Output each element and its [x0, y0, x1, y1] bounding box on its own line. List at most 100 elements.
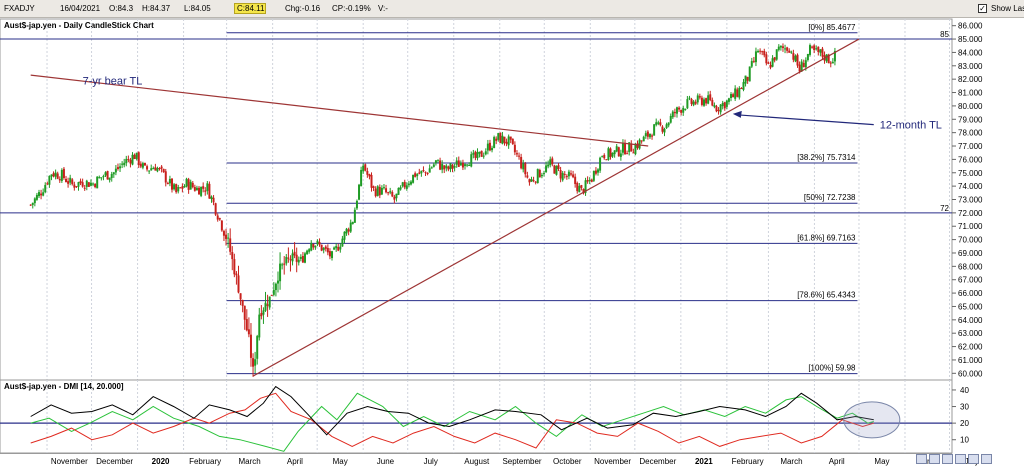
candle-body	[146, 166, 149, 170]
candle-body	[464, 164, 467, 166]
candle-body	[532, 180, 535, 182]
candle-body	[260, 312, 263, 317]
x-tick-label: May	[874, 457, 889, 466]
chart-settings-button[interactable]	[968, 454, 979, 464]
candle-body	[684, 108, 687, 110]
candle-body	[524, 163, 527, 175]
x-tick-label: September	[502, 457, 541, 466]
x-tick-label: April	[287, 457, 303, 466]
fib-level-label: [78.6%] 65.4343	[797, 291, 856, 300]
candle-body	[272, 289, 275, 295]
chart-toolbar: FXADJY 16/04/2021 O:84.3 H:84.37 L:84.05…	[0, 0, 1024, 18]
candle-body	[125, 158, 128, 164]
chart-print-button[interactable]	[981, 454, 992, 464]
candle-body	[366, 170, 369, 175]
candle-body	[599, 157, 602, 171]
open-label: O:84.3	[109, 4, 134, 13]
candle-body	[723, 102, 726, 109]
candle-body	[412, 174, 415, 183]
candle-body	[387, 192, 390, 194]
scroll-right-button[interactable]	[955, 454, 966, 464]
candle-body	[580, 185, 583, 188]
candle-body	[374, 188, 377, 197]
dmi-y-tick-label: 20	[960, 419, 969, 428]
price-panel-frame	[0, 18, 953, 381]
trendline	[253, 38, 860, 377]
candle-body	[430, 167, 433, 169]
candle-body	[35, 194, 38, 200]
candle-body	[572, 174, 575, 178]
y-tick-label: 64.000	[958, 316, 983, 325]
x-tick-label: May	[333, 457, 348, 466]
candle-body	[127, 159, 130, 161]
show-last-checkbox[interactable]: ✓	[978, 4, 987, 13]
y-tick-label: 68.000	[958, 262, 983, 271]
x-tick-label: 2021	[695, 457, 713, 466]
zoom-in-button[interactable]	[916, 454, 927, 464]
candle-body	[345, 228, 348, 234]
candle-body	[220, 220, 223, 231]
zoom-out-button[interactable]	[929, 454, 940, 464]
candle-body	[588, 180, 591, 182]
candle-body	[416, 174, 419, 177]
candle-body	[497, 133, 500, 140]
candle-body	[509, 136, 512, 140]
show-last-label: Show Last	[991, 4, 1024, 13]
candle-body	[222, 231, 225, 236]
candle-body	[478, 151, 481, 154]
candle-body	[362, 165, 365, 172]
candle-body	[208, 183, 211, 199]
candle-body	[183, 185, 186, 188]
candle-body	[96, 176, 99, 189]
chart-canvas: Aust$-jap.yen - Daily CandleStick Chart …	[0, 18, 1024, 467]
change-pct-label: CP:-0.19%	[332, 4, 371, 13]
candle-body	[385, 188, 388, 193]
candle-body	[378, 186, 381, 196]
candle-body	[800, 61, 803, 72]
candle-body	[343, 231, 346, 240]
annotation-label: 12-month TL	[880, 120, 942, 132]
y-tick-label: 73.000	[958, 196, 983, 205]
candle-body	[92, 183, 95, 185]
candle-body	[148, 170, 151, 172]
candle-body	[754, 51, 757, 63]
close-badge	[234, 3, 266, 14]
x-tick-label: August	[464, 457, 490, 466]
candle-body	[763, 50, 766, 56]
candle-body	[85, 180, 88, 187]
candle-body	[266, 304, 269, 306]
candle-body	[765, 54, 768, 64]
candle-body	[87, 182, 90, 187]
candle-body	[538, 169, 541, 178]
fib-level-label: [61.8%] 69.7163	[797, 233, 856, 242]
candle-body	[794, 55, 797, 62]
dmi-y-tick-label: 30	[960, 403, 969, 412]
candle-body	[418, 172, 421, 174]
candle-body	[358, 184, 361, 200]
candle-body	[152, 168, 155, 170]
candle-body	[829, 62, 832, 64]
candle-body	[67, 181, 70, 184]
candle-body	[788, 50, 791, 53]
candle-body	[727, 98, 730, 102]
candle-body	[680, 110, 683, 113]
candle-body	[705, 98, 708, 104]
dmi-y-tick-label: 10	[960, 436, 969, 445]
candle-body	[102, 176, 105, 178]
candle-body	[324, 246, 327, 249]
candle-body	[98, 177, 101, 179]
time-x-axis: November December 2020 February March April Ma…	[0, 453, 979, 466]
candle-body	[119, 166, 122, 169]
candle-body	[54, 172, 57, 177]
candle-body	[297, 259, 300, 263]
candle-body	[719, 104, 722, 113]
scroll-left-button[interactable]	[942, 454, 953, 464]
candle-body	[231, 252, 234, 260]
candle-body	[534, 181, 537, 183]
candle-body	[83, 187, 86, 189]
candle-body	[784, 48, 787, 50]
dmi-highlight-ellipse	[843, 401, 901, 439]
candle-body	[441, 164, 444, 170]
candle-body	[443, 165, 446, 170]
candle-body	[191, 182, 194, 188]
